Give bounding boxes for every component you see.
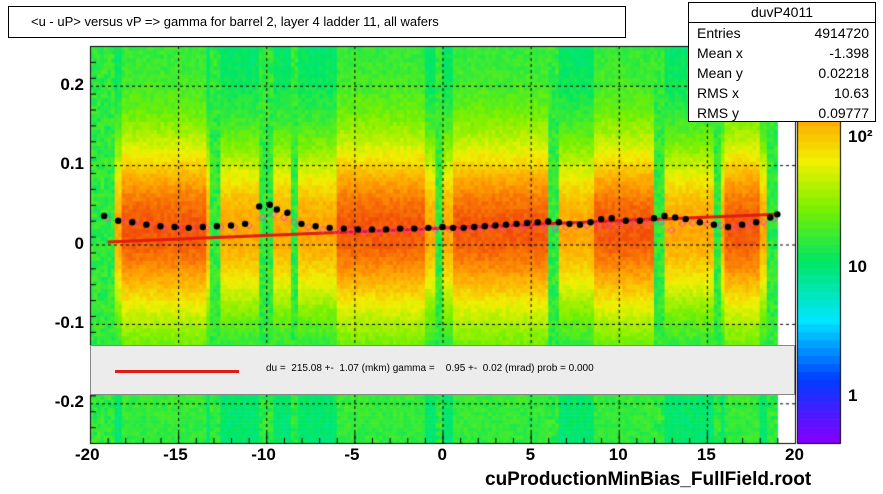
stats-row-mean-x: Mean x -1.398 [689,43,875,63]
x-tick-label: 15 [696,445,716,464]
z-tick-label: 10² [848,127,873,146]
stat-label: Mean y [697,65,743,81]
footer-filename: cuProductionMinBias_FullField.root [485,469,812,490]
x-tick-label: 5 [525,445,536,464]
y-tick-label: -0.2 [54,392,84,412]
stats-box: duvP4011 Entries 4914720 Mean x -1.398 M… [688,2,876,122]
y-tick-label: -0.1 [54,312,84,332]
fit-legend-text: du = 215.08 +- 1.07 (mkm) gamma = 0.95 +… [266,363,594,374]
stats-name: duvP4011 [689,3,875,23]
x-tick-label: -10 [251,445,276,464]
z-tick-label: 10 [848,257,867,276]
stat-value: 0.09777 [818,105,869,121]
stat-label: Mean x [697,45,743,61]
x-tick-label: -15 [163,445,188,464]
fit-legend-line [115,370,239,373]
plot-title: <u - uP> versus vP => gamma for barrel 2… [8,6,626,38]
stat-value: 10.63 [833,85,869,101]
stats-row-rms-y: RMS y 0.09777 [689,103,875,123]
x-tick-label: -20 [75,445,100,464]
stat-value: 0.02218 [818,65,869,81]
fit-legend-box: du = 215.08 +- 1.07 (mkm) gamma = 0.95 +… [90,345,795,395]
y-tick-label: 0 [74,233,84,253]
plot-title-text: <u - uP> versus vP => gamma for barrel 2… [31,14,439,29]
stats-row-mean-y: Mean y 0.02218 [689,63,875,83]
x-tick-label: 20 [785,445,804,464]
stat-label: Entries [697,25,741,41]
y-tick-label: 0.2 [60,74,84,94]
x-tick-label: -5 [344,445,360,464]
x-tick-label: 0 [437,445,447,464]
x-tick-label: 10 [608,445,628,464]
stat-value: 4914720 [814,25,869,41]
stat-label: RMS y [697,105,739,121]
stat-value: -1.398 [829,45,869,61]
z-tick-label: 1 [848,386,858,405]
stats-row-rms-x: RMS x 10.63 [689,83,875,103]
stats-row-entries: Entries 4914720 [689,23,875,43]
stat-label: RMS x [697,85,739,101]
y-tick-label: 0.1 [60,154,84,174]
